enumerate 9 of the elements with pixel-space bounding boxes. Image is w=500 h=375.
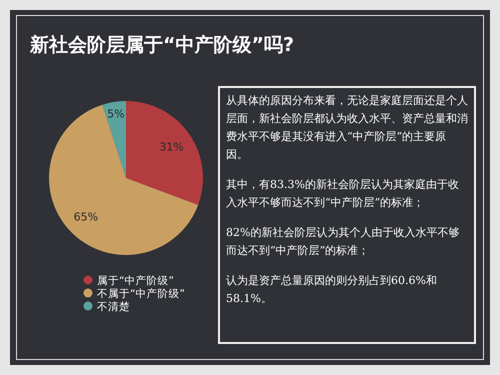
legend-label: 属于“中产阶级” xyxy=(97,274,174,287)
data-label: 65% xyxy=(74,210,98,224)
legend-label: 不属于“中产阶级” xyxy=(97,287,185,300)
data-label: 31% xyxy=(159,140,184,154)
pie: 31% 65% 5% xyxy=(49,101,203,255)
legend-label: 不清楚 xyxy=(97,300,130,313)
title: 新社会阶层属于“中产阶级”吗? xyxy=(30,33,294,58)
annotations: 从具体的原因分布来看，无论是家庭层面还是个人层面，新社会阶层都认为收入水平、资产总量和消费水平不够是其没有进入“中产阶层”的主要原因。 其中，有83.3%的新社会阶层认为其家庭由于收入水平不够而达不到“中产阶层”的标准； 82%的新社会阶层认为其个人由于收入水平不够而达不到“中产阶层”的标准； 认为是资产总量原因的则分别占到60.6%和58.1%。 xyxy=(218,86,476,344)
data-label: 5% xyxy=(107,107,125,120)
